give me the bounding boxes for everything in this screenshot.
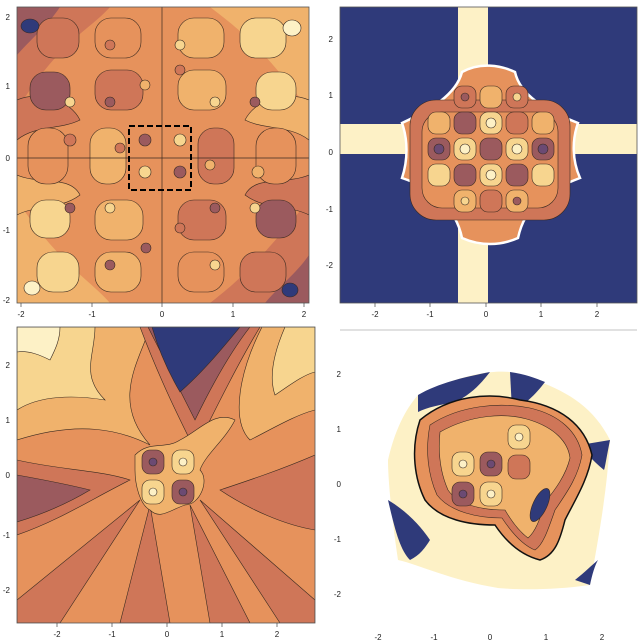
x-axis-bottom-right: -2 -1 0 1 2: [374, 633, 604, 642]
x-tick-label: -2: [371, 310, 379, 319]
y-tick-label: 2: [6, 361, 11, 370]
contour-field-bottom-right: [388, 371, 610, 590]
x-tick-label: 0: [484, 310, 489, 319]
contour-field-top-left: [17, 7, 309, 303]
x-tick-label: 2: [275, 630, 280, 639]
plot-frame-top-right: [339, 6, 638, 304]
x-axis-bottom-left: -2 -1 0 1 2: [53, 623, 280, 639]
x-axis-top-right: -2 -1 0 1 2: [371, 303, 600, 319]
y-tick-label: 0: [337, 480, 342, 489]
y-tick-label: 1: [6, 82, 11, 91]
x-tick-label: 2: [302, 310, 307, 319]
y-tick-label: -2: [3, 296, 11, 305]
x-tick-label: 0: [488, 633, 493, 642]
y-tick-label: -1: [334, 535, 342, 544]
plot-frame-top-left: [16, 6, 310, 304]
x-tick-label: 1: [544, 633, 549, 642]
x-tick-label: 1: [220, 630, 225, 639]
y-axis-top-right: 2 1 0 -1 -2: [326, 35, 334, 270]
panel-top-left: -2 -1 0 1 2 2 1 0 -1 -2: [3, 6, 310, 319]
x-tick-label: 1: [539, 310, 544, 319]
x-tick-label: -2: [17, 310, 25, 319]
y-tick-label: -2: [326, 261, 334, 270]
panel-bottom-right: -2 -1 0 1 2 2 1 0 -1 -2: [334, 329, 637, 642]
y-axis-bottom-right: 2 1 0 -1 -2: [334, 370, 342, 599]
y-tick-label: 1: [6, 416, 11, 425]
y-tick-label: -1: [326, 205, 334, 214]
x-axis-top-left: -2 -1 0 1 2: [17, 303, 307, 319]
y-tick-label: 2: [6, 13, 11, 22]
contour-field-top-right: [340, 7, 637, 303]
panel-top-right: -2 -1 0 1 2 2 1 0 -1 -2: [326, 6, 638, 319]
y-tick-label: 0: [329, 148, 334, 157]
y-tick-label: 1: [329, 91, 334, 100]
y-axis-bottom-left: 2 1 0 -1 -2: [3, 361, 11, 595]
x-tick-label: 2: [600, 633, 605, 642]
x-tick-label: -2: [374, 633, 382, 642]
plot-frame-bottom-left: [16, 326, 316, 624]
x-tick-label: -2: [53, 630, 61, 639]
y-tick-label: -1: [3, 226, 11, 235]
x-tick-label: 0: [165, 630, 170, 639]
contour-field-bottom-left: [17, 327, 315, 623]
y-tick-label: -2: [3, 586, 11, 595]
y-tick-label: -2: [334, 590, 342, 599]
x-tick-label: 2: [595, 310, 600, 319]
panel-bottom-left: -2 -1 0 1 2 2 1 0 -1 -2: [3, 326, 316, 639]
x-tick-label: -1: [108, 630, 116, 639]
y-axis-top-left: 2 1 0 -1 -2: [3, 13, 11, 305]
y-tick-label: 0: [6, 471, 11, 480]
x-tick-label: -1: [430, 633, 438, 642]
y-tick-label: 1: [337, 425, 342, 434]
y-tick-label: 2: [337, 370, 342, 379]
y-tick-label: 0: [6, 154, 11, 163]
dashed-zoom-box: [128, 125, 192, 191]
x-tick-label: -1: [88, 310, 96, 319]
x-tick-label: -1: [426, 310, 434, 319]
x-tick-label: 0: [160, 310, 165, 319]
y-tick-label: -1: [3, 531, 11, 540]
x-tick-label: 1: [231, 310, 236, 319]
y-tick-label: 2: [329, 35, 334, 44]
